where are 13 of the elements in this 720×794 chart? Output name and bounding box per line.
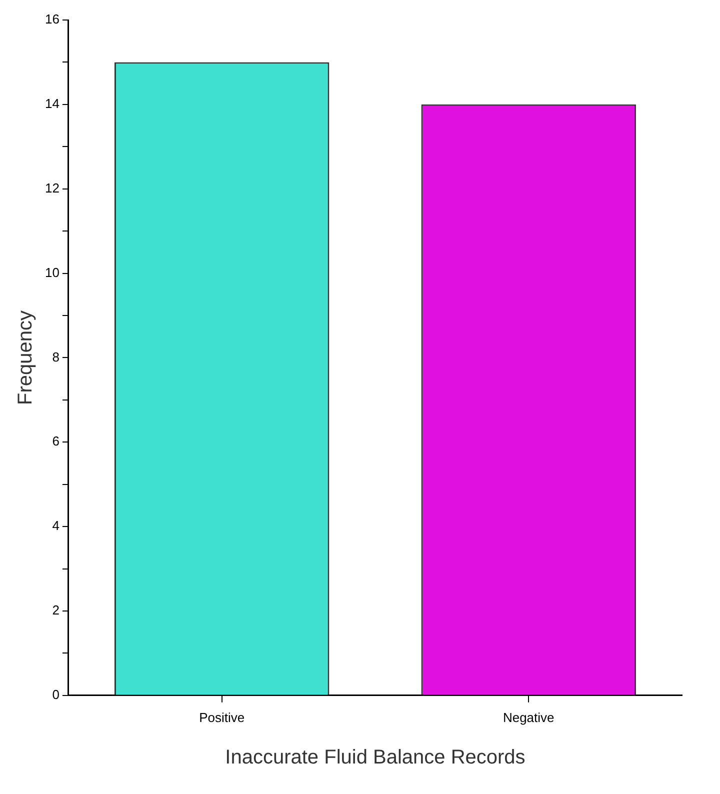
y-tick-label: 6 — [52, 434, 60, 449]
x-axis-title: Inaccurate Fluid Balance Records — [225, 746, 526, 769]
y-tick-label: 10 — [44, 264, 60, 280]
y-axis-title: Frequency — [14, 310, 37, 405]
y-tick-label: 16 — [44, 12, 60, 27]
y-tick-label: 2 — [52, 602, 60, 618]
y-tick-label: 8 — [52, 349, 60, 364]
y-tick-label: 4 — [52, 518, 60, 534]
x-tick-label: Negative — [502, 710, 554, 725]
y-tick-label: 0 — [52, 686, 60, 702]
y-tick-label: 12 — [44, 180, 60, 196]
x-tick-label: Positive — [199, 710, 245, 725]
y-tick-label: 14 — [44, 96, 60, 112]
